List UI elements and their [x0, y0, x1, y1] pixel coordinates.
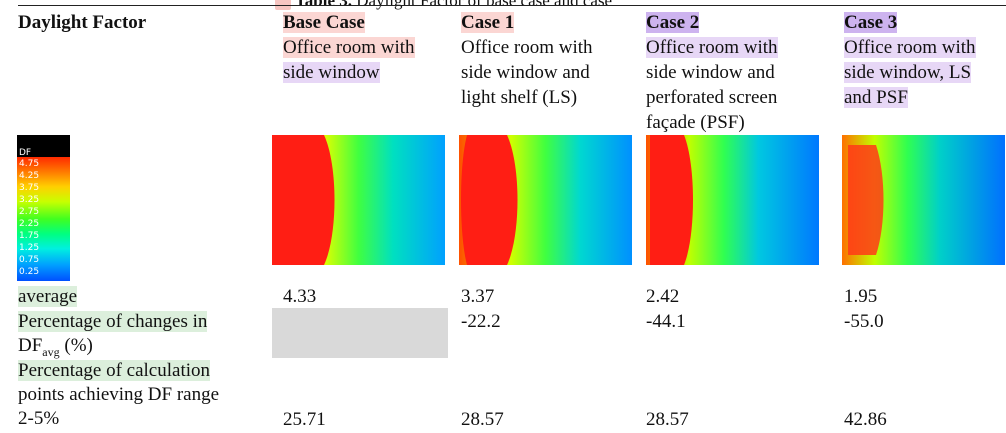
table-top-rule	[18, 5, 1006, 6]
achieving-case-3: 42.86	[844, 409, 887, 430]
legend-tick: 0.25	[19, 267, 40, 277]
case-desc-line: perforated screen	[646, 87, 778, 108]
case-desc-line: side window and	[461, 62, 590, 83]
case-desc-line: Office room with	[646, 37, 778, 58]
column-base-case: Base Case Office room with side window	[283, 10, 415, 85]
legend-tick: 4.25	[19, 171, 40, 181]
case-desc-line: and PSF	[844, 87, 908, 108]
case-desc-line: Office room with	[283, 37, 415, 58]
achieving-case-1: 28.57	[461, 409, 504, 430]
case-desc-line: façade (PSF)	[646, 112, 745, 133]
change-base-case-empty	[272, 308, 448, 358]
row-label-change: Percentage of changes in DFavg (%)	[18, 311, 208, 359]
case-desc-line: Office room with	[461, 37, 593, 58]
legend-title: DF	[19, 148, 32, 158]
case-title: Case 3	[844, 12, 898, 33]
case-desc-line: Office room with	[844, 37, 976, 58]
heatmap-base-case	[272, 135, 445, 265]
column-case-2: Case 2 Office room with side window and …	[646, 10, 778, 135]
legend-tick: 2.75	[19, 207, 40, 217]
change-case-2: -44.1	[646, 311, 686, 332]
heatmap-case-1	[459, 135, 632, 265]
case-desc-line: side window and	[646, 62, 775, 83]
case-desc-line: light shelf (LS)	[461, 87, 578, 108]
heatmap-case-3	[842, 135, 1005, 265]
column-case-1: Case 1 Office room with side window and …	[461, 10, 593, 110]
legend-tick: 1.25	[19, 243, 40, 253]
case-desc-line: side window, LS	[844, 62, 972, 83]
column-case-3: Case 3 Office room with side window, LS …	[844, 10, 976, 110]
average-case-3: 1.95	[844, 286, 878, 307]
achieving-case-2: 28.57	[646, 409, 689, 430]
achieving-base-case: 25.71	[283, 409, 326, 430]
change-case-1: -22.2	[461, 311, 501, 332]
legend-tick: 2.25	[19, 219, 40, 229]
legend-tick: 3.75	[19, 183, 40, 193]
case-desc-line: side window	[283, 62, 380, 83]
legend-tick: 0.75	[19, 255, 40, 265]
df-color-legend: DF 4.75 4.25 3.75 3.25 2.75 2.25 1.75 1.…	[17, 135, 70, 281]
legend-tick: 4.75	[19, 159, 40, 169]
legend-tick: 3.25	[19, 195, 40, 205]
case-title: Case 2	[646, 12, 700, 33]
average-base-case: 4.33	[283, 286, 317, 307]
row-header-label: Daylight Factor	[18, 12, 147, 33]
average-case-2: 2.42	[646, 286, 680, 307]
row-label-achieving: Percentage of calculation points achievi…	[18, 360, 220, 429]
case-title: Case 1	[461, 12, 515, 33]
row-label-average: average	[18, 286, 78, 307]
change-case-3: -55.0	[844, 311, 884, 332]
heatmap-case-2	[646, 135, 819, 265]
case-title: Base Case	[283, 12, 365, 33]
average-case-1: 3.37	[461, 286, 495, 307]
legend-tick: 1.75	[19, 231, 40, 241]
